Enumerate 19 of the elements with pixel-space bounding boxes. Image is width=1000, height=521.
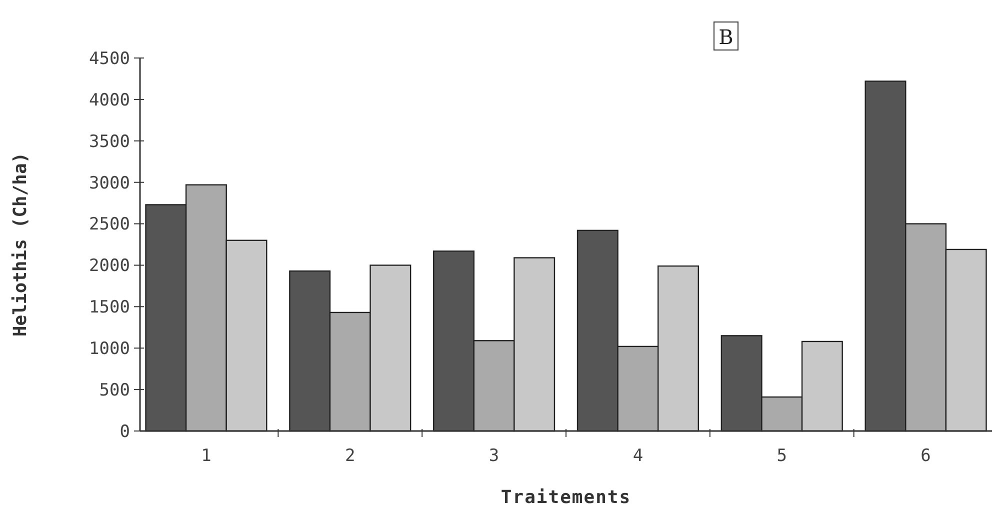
x-tick-label: 3 bbox=[488, 446, 500, 466]
y-tick-label: 4000 bbox=[89, 90, 130, 110]
x-tick-label: 6 bbox=[920, 446, 931, 466]
x-tick-label: 1 bbox=[201, 446, 212, 466]
y-tick-label: 3500 bbox=[89, 132, 130, 152]
y-tick-label: 2500 bbox=[89, 214, 130, 235]
x-tick-label: 2 bbox=[344, 446, 356, 466]
y-tick-label: 2000 bbox=[89, 256, 130, 276]
x-axis-title: Traitements bbox=[500, 487, 632, 508]
y-tick-label: 1000 bbox=[89, 339, 130, 360]
chart-title: B bbox=[718, 25, 734, 49]
y-tick-label: 500 bbox=[99, 380, 130, 401]
y-tick-label: 1500 bbox=[89, 298, 130, 318]
y-tick-label: 4500 bbox=[89, 48, 130, 69]
x-tick-label: 5 bbox=[776, 446, 788, 466]
y-tick-label: 3000 bbox=[89, 173, 130, 194]
x-tick-label: 4 bbox=[632, 446, 644, 466]
y-tick-label: 0 bbox=[120, 422, 130, 442]
y-axis-title: Heliothis (Ch/ha) bbox=[10, 152, 31, 337]
